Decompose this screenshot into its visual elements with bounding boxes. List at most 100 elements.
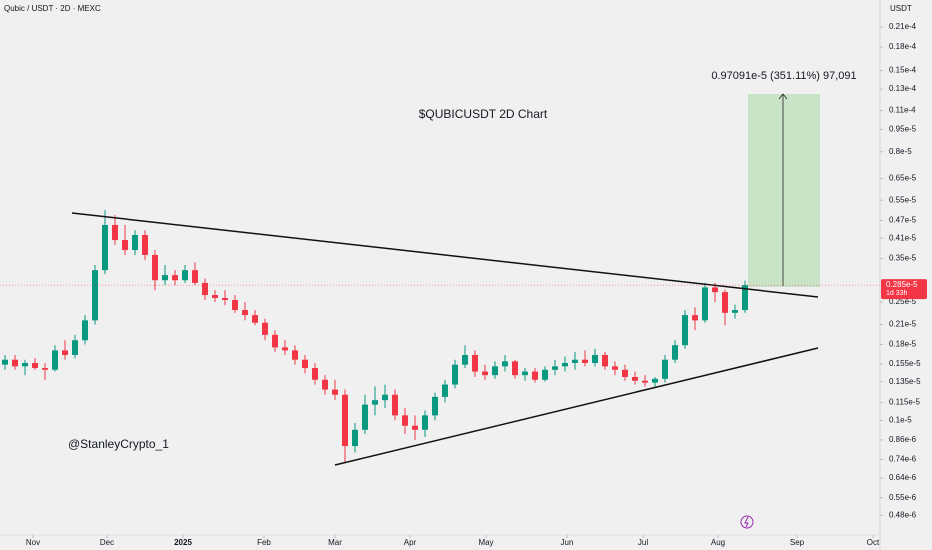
candle-body [192, 270, 198, 283]
y-tick-label: 0.55e-6 [889, 493, 917, 502]
candle-body [662, 359, 668, 379]
x-tick-label: Aug [711, 538, 725, 547]
candle-body [562, 362, 568, 367]
candle-body [472, 354, 478, 372]
candle-body [742, 285, 748, 311]
y-tick-label: 0.11e-4 [889, 106, 916, 115]
candle-body [242, 310, 248, 316]
x-tick-label: Oct [867, 538, 880, 547]
candle-body [712, 287, 718, 293]
candle-body [152, 254, 158, 281]
candle-body [232, 300, 238, 311]
candle-body [32, 362, 38, 369]
candle-body [102, 224, 108, 271]
candle-body [52, 350, 58, 370]
candle-body [482, 371, 488, 376]
candle-body [552, 366, 558, 370]
trendline-resistance [71, 212, 819, 298]
candle-body [12, 359, 18, 367]
countdown: 1d 33h [886, 290, 908, 297]
candle-body [92, 270, 98, 321]
candle-body [642, 380, 648, 383]
x-tick-label: Apr [404, 538, 417, 547]
candle-body [72, 340, 78, 355]
candle-body [312, 368, 318, 380]
candle-body [272, 334, 278, 348]
x-tick-label: May [478, 538, 493, 547]
y-tick-label: 0.155e-5 [889, 359, 921, 368]
candle-body [132, 235, 138, 251]
y-tick-label: 0.47e-5 [889, 216, 917, 225]
last-price-tag [881, 279, 927, 300]
candle-body [352, 429, 358, 447]
candle-body [292, 350, 298, 360]
candle-body [122, 240, 128, 251]
candle-body [22, 362, 28, 367]
y-tick-label: 0.35e-5 [889, 254, 917, 263]
y-tick-label: 0.48e-6 [889, 510, 917, 519]
y-tick-label: 0.41e-5 [889, 233, 917, 242]
measure-label: 0.97091e-5 (351.11%) 97,091 [711, 70, 856, 82]
y-tick-label: 0.18e-5 [889, 340, 917, 349]
candle-body [652, 378, 658, 383]
candle-body [382, 394, 388, 401]
candle-body [162, 275, 168, 281]
plot-area [2, 210, 748, 463]
candle-body [462, 354, 468, 365]
candle-body [632, 376, 638, 381]
candle-body [442, 384, 448, 397]
lightning-icon[interactable] [740, 515, 754, 529]
x-tick-label: Jun [561, 538, 574, 547]
measure-arrow-head [778, 93, 788, 100]
x-tick-label: Sep [790, 538, 805, 547]
y-tick-label: 0.18e-4 [889, 42, 917, 51]
candle-body [572, 359, 578, 363]
x-tick-label: Jul [638, 538, 648, 547]
candle-body [512, 361, 518, 376]
x-tick-label: Dec [100, 538, 114, 547]
candle-body [432, 396, 438, 416]
y-tick-label: 0.115e-5 [889, 397, 921, 406]
candle-body [302, 359, 308, 369]
y-tick-label: 0.64e-6 [889, 473, 917, 482]
candle-body [702, 287, 708, 321]
candle-body [602, 354, 608, 367]
candle-body [212, 295, 218, 298]
candle-body [2, 359, 8, 365]
candle-body [362, 404, 368, 430]
candle-body [682, 315, 688, 346]
candle-body [692, 315, 698, 321]
candle-body [412, 425, 418, 430]
candle-body [542, 369, 548, 380]
candle-body [672, 345, 678, 360]
candle-body [332, 389, 338, 395]
candle-body [502, 361, 508, 367]
y-tick-label: 0.55e-5 [889, 195, 917, 204]
y-tick-label: 0.95e-5 [889, 125, 917, 134]
x-tick-label: Mar [328, 538, 342, 547]
candle-body [392, 394, 398, 416]
y-tick-label: 0.1e-5 [889, 416, 912, 425]
candle-body [732, 310, 738, 313]
chart-title: $QUBICUSDT 2D Chart [419, 107, 548, 121]
candle-body [582, 359, 588, 363]
y-tick-label: 0.15e-4 [889, 66, 917, 75]
candle-body [172, 275, 178, 281]
y-tick-label: 0.8e-5 [889, 147, 912, 156]
candle-body [62, 350, 68, 355]
y-tick-label: 0.74e-6 [889, 454, 917, 463]
x-tick-label: 2025 [174, 538, 192, 547]
axis-unit: USDT [890, 4, 912, 13]
candle-body [492, 366, 498, 376]
y-tick-label: 0.21e-4 [889, 22, 917, 31]
y-tick-label: 0.86e-6 [889, 435, 917, 444]
candle-body [82, 320, 88, 341]
y-tick-label: 0.21e-5 [889, 320, 917, 329]
lightning-bolt [744, 516, 749, 528]
x-tick-label: Nov [26, 538, 40, 547]
candle-body [422, 415, 428, 430]
candle-body [722, 292, 728, 313]
candle-body [372, 400, 378, 405]
candle-body [612, 366, 618, 370]
